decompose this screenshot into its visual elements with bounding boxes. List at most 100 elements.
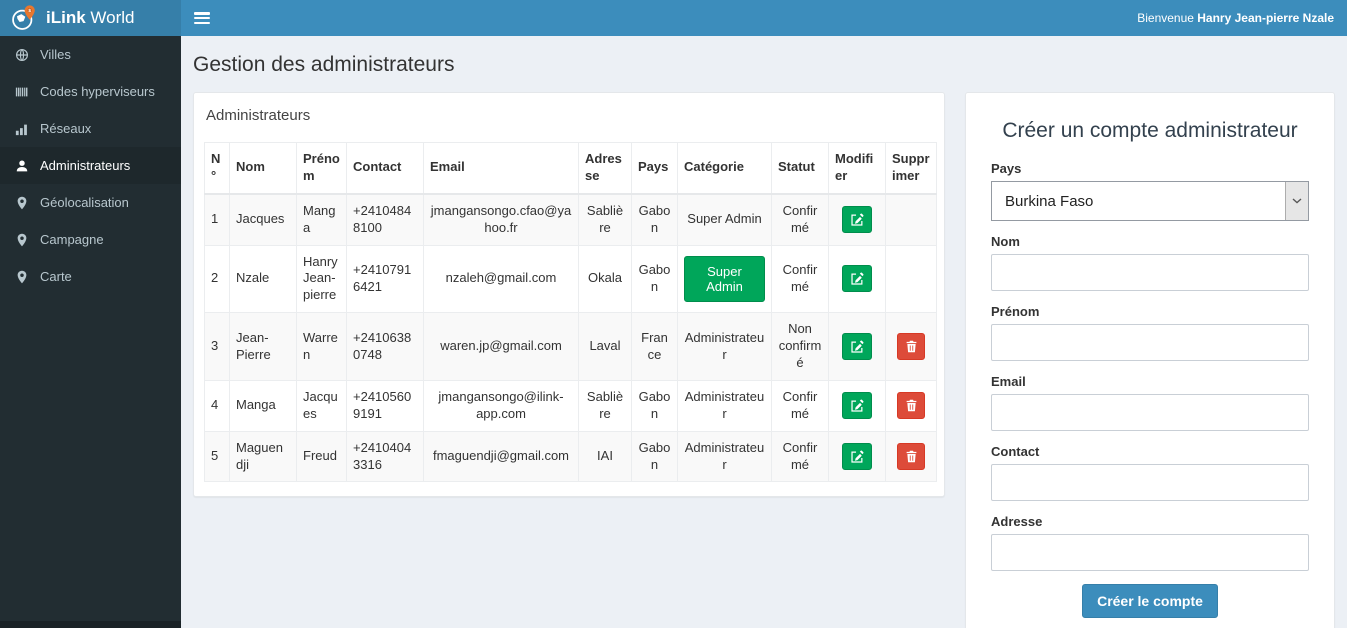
sidebar-item-campagne[interactable]: Campagne: [0, 221, 181, 258]
cell-nom: Jean-Pierre: [229, 312, 297, 381]
cell-contact: +24106380748: [346, 312, 424, 381]
sidebar-item-villes[interactable]: Villes: [0, 36, 181, 73]
table-row: 1 Jacques Manga +24104848100 jmangansongo.cf…: [204, 193, 937, 246]
edit-button[interactable]: [842, 333, 872, 361]
cell-adresse: Sablière: [578, 193, 632, 246]
main-content: Gestion des administrateurs Administrate…: [181, 36, 1347, 628]
edit-button[interactable]: [842, 206, 872, 234]
contact-input[interactable]: [991, 464, 1309, 501]
categorie-text: Super Admin: [687, 211, 762, 227]
categorie-text: Administrateur: [684, 439, 765, 472]
create-admin-title: Créer un compte administrateur: [1002, 119, 1298, 142]
edit-icon: [850, 272, 864, 285]
table-row: 5 Maguendji Freud +24104043316 fmaguendji@gm…: [204, 430, 937, 483]
column-header: Prénom: [296, 141, 347, 195]
cell-prenom: Freud: [296, 430, 347, 483]
trash-icon: [905, 450, 918, 463]
cell-nom: Maguendji: [229, 430, 297, 483]
column-header: Email: [423, 141, 579, 195]
edit-button[interactable]: [842, 392, 872, 420]
form-group-nom: Nom: [991, 234, 1309, 291]
hamburger-menu-icon[interactable]: [194, 12, 210, 24]
map-marker-icon: [15, 233, 29, 247]
categorie-text: Administrateur: [684, 388, 765, 421]
cell-contact: +24107916421: [346, 244, 424, 314]
cell-adresse: Laval: [578, 312, 632, 381]
navbar: Bienvenue Hanry Jean-pierre Nzale: [181, 0, 1347, 36]
sidebar-item-administrateurs[interactable]: Administrateurs: [0, 147, 181, 184]
edit-button[interactable]: [842, 443, 872, 471]
cell-nom: Jacques: [229, 193, 297, 246]
cell-nom: Manga: [229, 379, 297, 432]
edit-icon: [850, 450, 864, 463]
cell-categorie: Administrateur: [677, 379, 772, 432]
sidebar-item-geolocalisation[interactable]: Géolocalisation: [0, 184, 181, 221]
cell-prenom: Warren: [296, 312, 347, 381]
cell-email: nzaleh@gmail.com: [423, 244, 579, 314]
cell-modifier: [828, 430, 886, 483]
field-label-nom: Nom: [991, 234, 1020, 249]
form-group-pays: Pays Burkina Faso: [991, 161, 1309, 221]
nom-input[interactable]: [991, 254, 1309, 291]
edit-button[interactable]: [842, 265, 872, 293]
cell-statut: Confirmé: [771, 430, 829, 483]
cell-modifier: [828, 244, 886, 314]
adresse-input[interactable]: [991, 534, 1309, 571]
form-group-prenom: Prénom: [991, 304, 1309, 361]
cell-prenom: Jacques: [296, 379, 347, 432]
sidebar-item-label: Géolocalisation: [40, 195, 129, 210]
cell-supprimer: [885, 379, 937, 432]
table-row: 2 Nzale Hanry Jean-pierre +24107916421 nzale…: [204, 244, 937, 314]
cell-pays: France: [631, 312, 678, 381]
sidebar-footer: [0, 621, 181, 628]
cell-supprimer: [885, 430, 937, 483]
pays-select[interactable]: Burkina Faso: [991, 181, 1309, 221]
create-account-button[interactable]: Créer le compte: [1082, 584, 1218, 618]
column-header: Adresse: [578, 141, 632, 195]
cell-modifier: [828, 379, 886, 432]
selected-value: Burkina Faso: [1005, 192, 1094, 210]
field-label-prenom: Prénom: [991, 304, 1040, 319]
form-group-adresse: Adresse: [991, 514, 1309, 571]
cell-categorie: Administrateur: [677, 312, 772, 381]
sidebar-item-label: Campagne: [40, 232, 104, 247]
sidebar-item-reseaux[interactable]: Réseaux: [0, 110, 181, 147]
cell-num: 1: [204, 193, 230, 246]
page-title: Gestion des administrateurs: [193, 53, 455, 76]
sidebar-item-codes-hyperviseurs[interactable]: Codes hyperviseurs: [0, 73, 181, 110]
cell-prenom: Manga: [296, 193, 347, 246]
cell-nom: Nzale: [229, 244, 297, 314]
administrators-table: N° Nom Prénom Contact Email Adresse Pays Catégo…: [204, 141, 937, 483]
cell-pays: Gabon: [631, 193, 678, 246]
sidebar-item-carte[interactable]: Carte: [0, 258, 181, 295]
barcode-icon: [15, 85, 29, 99]
cell-adresse: Sablière: [578, 379, 632, 432]
cell-pays: Gabon: [631, 379, 678, 432]
column-header: Supprimer: [885, 141, 937, 195]
administrators-panel-title: Administrateurs: [206, 107, 311, 124]
table-row: 4 Manga Jacques +24105609191 jmangansongo@il…: [204, 379, 937, 432]
delete-button[interactable]: [897, 333, 925, 361]
field-label-adresse: Adresse: [991, 514, 1043, 529]
edit-icon: [850, 213, 864, 226]
brand-logo[interactable]: $ iLink World: [0, 0, 181, 36]
prenom-input[interactable]: [991, 324, 1309, 361]
email-input[interactable]: [991, 394, 1309, 431]
super-admin-button[interactable]: Super Admin: [684, 255, 765, 302]
cell-pays: Gabon: [631, 430, 678, 483]
sidebar-item-label: Villes: [40, 47, 71, 62]
delete-button[interactable]: [897, 443, 925, 471]
cell-contact: +24104043316: [346, 430, 424, 483]
cell-num: 3: [204, 312, 230, 381]
column-header: Statut: [771, 141, 829, 195]
field-label-email: Email: [991, 374, 1026, 389]
cell-categorie: Administrateur: [677, 430, 772, 483]
cell-adresse: Okala: [578, 244, 632, 314]
field-label-pays: Pays: [991, 161, 1022, 176]
categorie-text: Administrateur: [684, 329, 765, 362]
cell-categorie: Super Admin: [677, 193, 772, 246]
delete-button[interactable]: [897, 392, 925, 420]
field-label-contact: Contact: [991, 444, 1040, 459]
cell-adresse: IAI: [578, 430, 632, 483]
cell-contact: +24104848100: [346, 193, 424, 246]
